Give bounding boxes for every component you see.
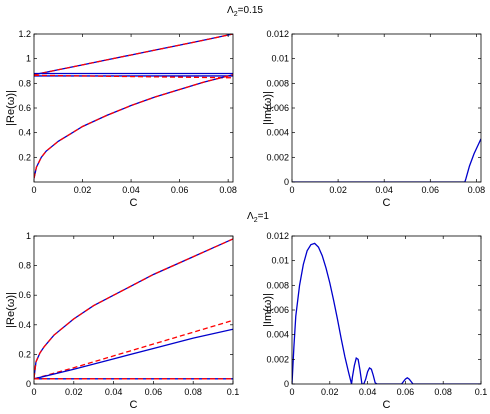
solid-series-line-3 bbox=[34, 328, 233, 380]
title-bottom: Λ2=1 bbox=[247, 211, 269, 224]
y-tick-label: 0.8 bbox=[18, 78, 31, 88]
x-axis-label: C bbox=[130, 197, 138, 209]
y-tick-label: 0 bbox=[284, 379, 289, 389]
title-top-symbol: Λ bbox=[227, 5, 234, 16]
y-tick-label: 1.2 bbox=[18, 29, 31, 39]
x-tick-label: 0.04 bbox=[359, 387, 377, 397]
x-tick-label: 0.08 bbox=[434, 387, 452, 397]
x-tick-label: 0.1 bbox=[227, 387, 240, 397]
axes-box bbox=[291, 235, 482, 385]
y-tick-label: 0.004 bbox=[266, 128, 289, 138]
x-tick-label: 0 bbox=[31, 185, 36, 195]
y-axis-label: |Re(ω)| bbox=[5, 292, 17, 328]
y-tick-label: 0 bbox=[26, 379, 31, 389]
series-group bbox=[292, 138, 481, 182]
title-top-subscript: 2 bbox=[234, 11, 238, 18]
axes-box bbox=[33, 33, 234, 183]
axes-box bbox=[291, 33, 482, 183]
y-tick-label: 1 bbox=[26, 231, 31, 241]
y-tick-label: 0.8 bbox=[18, 261, 31, 271]
plot-re-lambda-1: 0 0.02 0.04 0.06 0.08 0.1 0 0.2 0.4 0.6 0.8 1 C |Re(ω… bbox=[5, 231, 239, 411]
y-tick-label: 0.2 bbox=[18, 349, 31, 359]
x-tick-label: 0.04 bbox=[105, 387, 123, 397]
y-tick-label: 0.002 bbox=[266, 354, 289, 364]
dashed-series-line-2 bbox=[34, 319, 233, 380]
y-tick-label: 0.6 bbox=[18, 290, 31, 300]
x-tick-label: 0 bbox=[289, 185, 294, 195]
y-tick-label: 0.01 bbox=[271, 256, 289, 266]
series-group bbox=[34, 34, 233, 179]
y-tick-label: 0.006 bbox=[266, 305, 289, 315]
x-tick-label: 0.08 bbox=[184, 387, 202, 397]
x-tick-label: 0.02 bbox=[74, 185, 92, 195]
axes-box bbox=[33, 235, 234, 385]
x-tick-label: 0.02 bbox=[321, 387, 339, 397]
y-tick-label: 0.006 bbox=[266, 103, 289, 113]
y-tick-label: 0.008 bbox=[266, 280, 289, 290]
y-axis-label: |Im(ω)| bbox=[262, 91, 274, 125]
y-tick-label: 0.4 bbox=[18, 320, 31, 330]
dashed-series-line-6 bbox=[34, 74, 233, 179]
dashed-series-line-4 bbox=[34, 74, 233, 79]
x-tick-label: 0.06 bbox=[422, 185, 440, 195]
solid-series-line-0 bbox=[34, 238, 233, 379]
x-tick-label: 0 bbox=[31, 387, 36, 397]
y-tick-label: 0.002 bbox=[266, 152, 289, 162]
y-axis-label: |Im(ω)| bbox=[262, 293, 274, 327]
y-tick-label: 0.012 bbox=[266, 29, 289, 39]
solid-series-line-5 bbox=[34, 74, 233, 179]
x-axis-label: C bbox=[383, 197, 391, 209]
y-axis-label: |Re(ω)| bbox=[5, 90, 17, 126]
y-tick-label: 0.6 bbox=[18, 103, 31, 113]
plot-im-lambda-1: 0 0.02 0.04 0.06 0.08 0.1 0 0.002 0.004 0.006 0.00… bbox=[262, 231, 487, 411]
title-bottom-suffix: =1 bbox=[258, 211, 270, 222]
solid-series-line-0 bbox=[292, 138, 481, 182]
title-bottom-subscript: 2 bbox=[254, 217, 258, 224]
x-tick-label: 0.1 bbox=[475, 387, 488, 397]
y-tick-label: 0.2 bbox=[18, 152, 31, 162]
y-tick-label: 0.4 bbox=[18, 128, 31, 138]
x-tick-label: 0.02 bbox=[329, 185, 347, 195]
title-top-suffix: =0.15 bbox=[238, 5, 264, 16]
x-tick-label: 0.06 bbox=[145, 387, 163, 397]
x-tick-label: 0.06 bbox=[171, 185, 189, 195]
y-tick-label: 0.01 bbox=[271, 54, 289, 64]
y-tick-label: 1 bbox=[26, 54, 31, 64]
x-axis-label: C bbox=[130, 399, 138, 411]
dashed-series-line-1 bbox=[34, 34, 233, 76]
x-tick-label: 0.02 bbox=[65, 387, 83, 397]
x-tick-label: 0.08 bbox=[219, 185, 237, 195]
y-tick-label: 0.004 bbox=[266, 330, 289, 340]
series-group bbox=[292, 242, 481, 384]
y-tick-label: 0 bbox=[284, 177, 289, 187]
title-bottom-symbol: Λ bbox=[247, 211, 254, 222]
dashed-series-line-1 bbox=[34, 238, 233, 379]
x-tick-label: 0 bbox=[289, 387, 294, 397]
plot-re-lambda-0-15: 0 0.02 0.04 0.06 0.08 0.2 0.4 0.6 0.8 1 1.2 C |Re(ω)… bbox=[5, 29, 237, 209]
x-tick-label: 0.04 bbox=[375, 185, 393, 195]
x-axis-label: C bbox=[383, 399, 391, 411]
plot-im-lambda-0-15: 0 0.02 0.04 0.06 0.08 0 0.002 0.004 0.006 0.008 0.… bbox=[262, 29, 485, 209]
x-tick-label: 0.06 bbox=[397, 387, 415, 397]
x-tick-label: 0.04 bbox=[122, 185, 140, 195]
y-tick-label: 0.008 bbox=[266, 78, 289, 88]
y-tick-label: 0.012 bbox=[266, 231, 289, 241]
title-top: Λ2=0.15 bbox=[227, 5, 263, 18]
solid-series-line-0 bbox=[292, 242, 481, 384]
series-group bbox=[34, 238, 233, 380]
x-tick-label: 0.08 bbox=[468, 185, 486, 195]
